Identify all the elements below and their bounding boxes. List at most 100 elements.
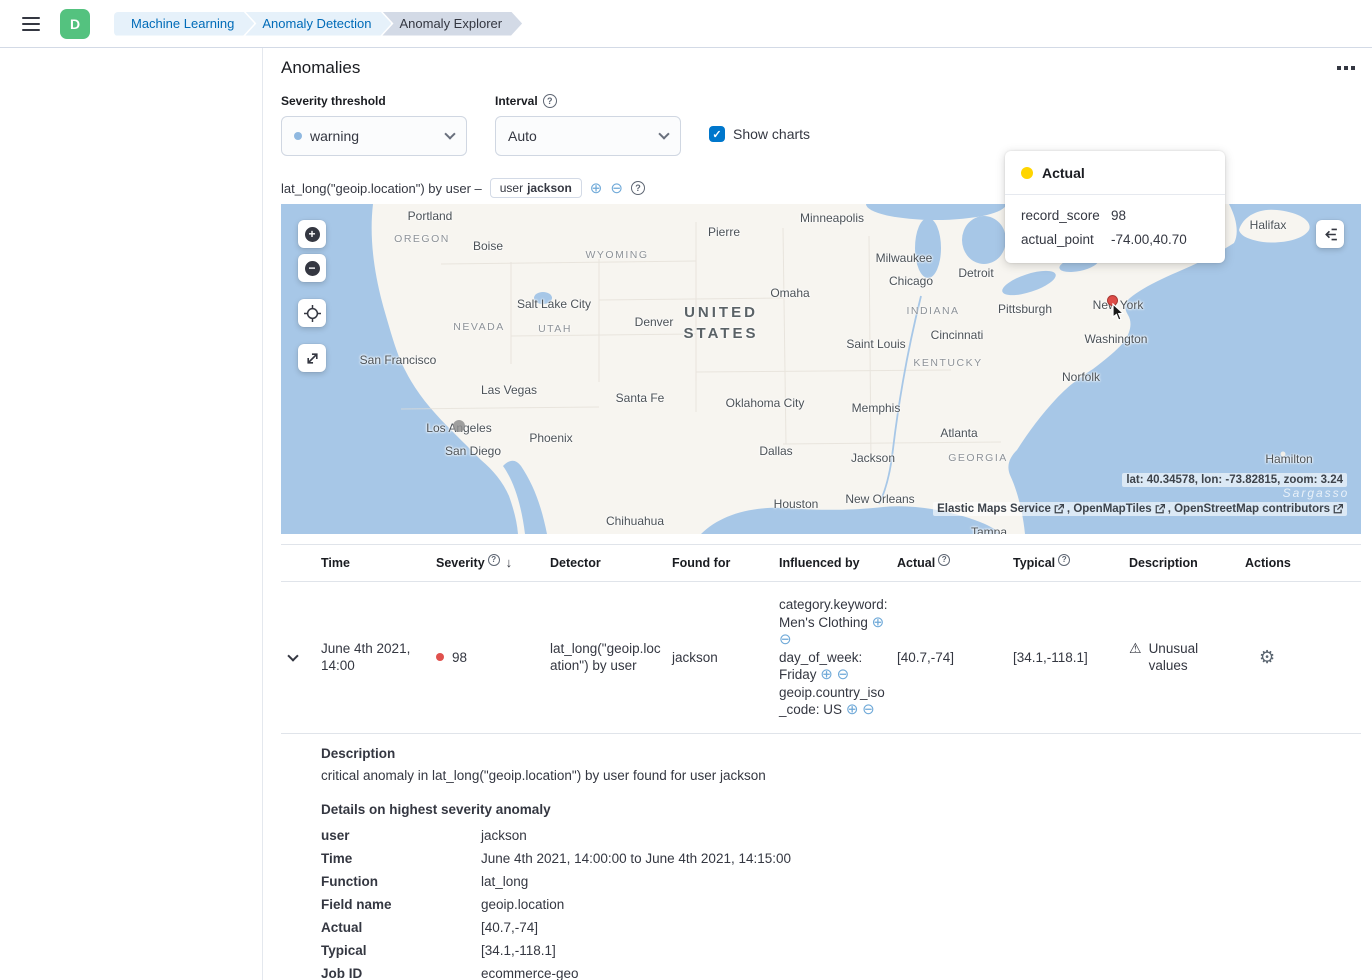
add-filter-icon[interactable]: ⊕: [820, 666, 833, 683]
cell-detector: lat_long("geoip.location") by user: [550, 640, 661, 674]
add-filter-icon[interactable]: ⊕: [871, 613, 885, 631]
entity-badge-user-jackson[interactable]: user jackson: [489, 178, 582, 198]
entity-value: jackson: [527, 181, 572, 195]
typical-help-icon[interactable]: ?: [1058, 553, 1071, 566]
remove-filter-icon[interactable]: ⊖: [836, 666, 850, 683]
show-charts-label: Show charts: [733, 126, 811, 142]
actual-help-icon[interactable]: ?: [938, 553, 951, 566]
column-header-severity[interactable]: Severity: [436, 555, 485, 570]
row-actions-gear-icon[interactable]: ⚙: [1245, 648, 1275, 666]
anomalies-table: Time Severity ? ↓ Detector Found for Inf…: [281, 544, 1361, 980]
detail-row: Job ID ecommerce-geo: [321, 965, 579, 980]
severity-critical-dot-icon: [436, 653, 444, 662]
tooltip-field-label: actual_point: [1021, 232, 1094, 247]
plus-icon: +: [304, 226, 320, 242]
zoom-out-button[interactable]: −: [298, 254, 326, 282]
column-header-found-for[interactable]: Found for: [672, 555, 731, 570]
menu-left-icon: [1324, 228, 1337, 240]
left-sidebar: [0, 48, 263, 980]
panel-menu-icon[interactable]: [1331, 60, 1361, 76]
remove-filter-icon[interactable]: ⊖: [610, 179, 623, 197]
severity-help-icon[interactable]: ?: [487, 553, 500, 566]
chart-help-icon[interactable]: ?: [630, 181, 645, 195]
chevron-down-icon: [444, 128, 456, 140]
table-row: June 4th 2021, 14:00 98 lat_long("geoip.…: [281, 582, 1361, 734]
breadcrumb-machine-learning[interactable]: Machine Learning: [114, 12, 254, 36]
expand-icon: [306, 352, 318, 364]
column-header-actions: Actions: [1245, 555, 1291, 570]
expand-map-button[interactable]: [298, 344, 326, 372]
breadcrumb-anomaly-detection[interactable]: Anomaly Detection: [245, 12, 391, 36]
show-charts-checkbox[interactable]: ✓ Show charts: [709, 126, 810, 142]
external-link-icon: [1054, 504, 1064, 514]
checkbox-checked-icon[interactable]: ✓: [709, 126, 725, 142]
column-header-typical[interactable]: Typical: [1013, 555, 1056, 570]
top-navigation-bar: D Machine Learning Anomaly Detection Ano…: [0, 0, 1372, 48]
cell-found-for: jackson: [672, 649, 718, 665]
external-link-icon: [1155, 504, 1165, 514]
cell-severity: 98: [452, 649, 468, 665]
page-title: Anomalies: [281, 58, 361, 77]
tooltip-field-value: -74.00,40.70: [1111, 232, 1187, 247]
map-controls: + −: [298, 220, 326, 372]
map-tooltip: Actual record_score 98 actual_point -74.…: [1005, 151, 1225, 263]
detail-row: user jackson: [321, 827, 527, 843]
map-attribution: Elastic Maps Service OpenMapTiles OpenSt…: [933, 502, 1347, 516]
interval-help-icon[interactable]: ?: [542, 94, 557, 108]
expanded-row-details: Description critical anomaly in lat_long…: [281, 734, 1361, 980]
remove-filter-icon[interactable]: ⊖: [862, 701, 875, 718]
breadcrumb: Machine Learning Anomaly Detection Anoma…: [114, 12, 522, 36]
entity-field: user: [499, 181, 524, 195]
collapse-legend-button[interactable]: [1316, 220, 1344, 248]
anomaly-map: Portland Boise Pierre Minneapolis Milwau…: [281, 151, 1361, 534]
collapse-row-button[interactable]: [281, 645, 305, 669]
remove-filter-icon[interactable]: ⊖: [779, 631, 792, 648]
zoom-in-button[interactable]: +: [298, 220, 326, 248]
space-avatar[interactable]: D: [60, 8, 90, 39]
attribution-link[interactable]: OpenStreetMap contributors: [1174, 503, 1343, 515]
mouse-cursor-icon: [1112, 302, 1125, 325]
details-description-text: critical anomaly in lat_long("geoip.loca…: [321, 767, 766, 783]
cell-influenced-by: category.keyword: Men's Clothing ⊕ ⊖ day…: [779, 597, 888, 718]
menu-icon[interactable]: [14, 7, 48, 41]
add-filter-icon[interactable]: ⊕: [845, 701, 859, 718]
column-header-description[interactable]: Description: [1129, 555, 1198, 570]
tooltip-field-value: 98: [1111, 208, 1127, 223]
cell-time: June 4th 2021, 14:00: [321, 640, 411, 674]
attribution-link[interactable]: Elastic Maps Service: [937, 503, 1073, 515]
tooltip-field-label: record_score: [1021, 208, 1100, 223]
external-link-icon: [1333, 504, 1343, 514]
add-filter-icon[interactable]: ⊕: [589, 179, 603, 197]
severity-threshold-select[interactable]: warning: [281, 116, 467, 156]
minus-icon: −: [304, 260, 320, 276]
detail-row: Typical [34.1,-118.1]: [321, 942, 556, 958]
interval-value: Auto: [508, 128, 537, 144]
map-coordinates-status: lat: 40.34578, lon: -73.82815, zoom: 3.2…: [1122, 473, 1347, 487]
cell-actual: [40.7,-74]: [897, 649, 955, 665]
chevron-down-icon: [658, 128, 670, 140]
tooltip-title: Actual: [1042, 165, 1085, 181]
cell-typical: [34.1,-118.1]: [1013, 649, 1088, 665]
column-header-time[interactable]: Time: [321, 555, 350, 570]
map-base-layer: [371, 204, 1310, 534]
interval-label: Interval: [495, 94, 538, 108]
interval-select[interactable]: Auto: [495, 116, 681, 156]
fit-to-data-button[interactable]: [298, 299, 326, 327]
typical-point-marker[interactable]: [453, 420, 465, 432]
sort-descending-icon[interactable]: ↓: [505, 555, 513, 570]
detail-row: Actual [40.7,-74]: [321, 919, 539, 935]
details-description-title: Description: [321, 745, 396, 761]
chart-title: lat_long("geoip.location") by user –: [281, 180, 482, 196]
cell-description: Unusual values: [1148, 640, 1199, 674]
anomalies-panel: Anomalies Severity threshold warning Int…: [263, 48, 1372, 980]
column-header-influenced-by[interactable]: Influenced by: [779, 555, 860, 570]
details-section-title: Details on highest severity anomaly: [321, 801, 551, 817]
detail-row: Function lat_long: [321, 873, 529, 889]
column-header-detector[interactable]: Detector: [550, 555, 601, 570]
column-header-actual[interactable]: Actual: [897, 555, 936, 570]
attribution-link[interactable]: OpenMapTiles: [1073, 503, 1174, 515]
breadcrumb-anomaly-explorer: Anomaly Explorer: [382, 12, 522, 36]
severity-warning-dot-icon: [294, 132, 302, 140]
severity-threshold-value: warning: [310, 128, 360, 144]
detail-row: Time June 4th 2021, 14:00:00 to June 4th…: [321, 850, 792, 866]
